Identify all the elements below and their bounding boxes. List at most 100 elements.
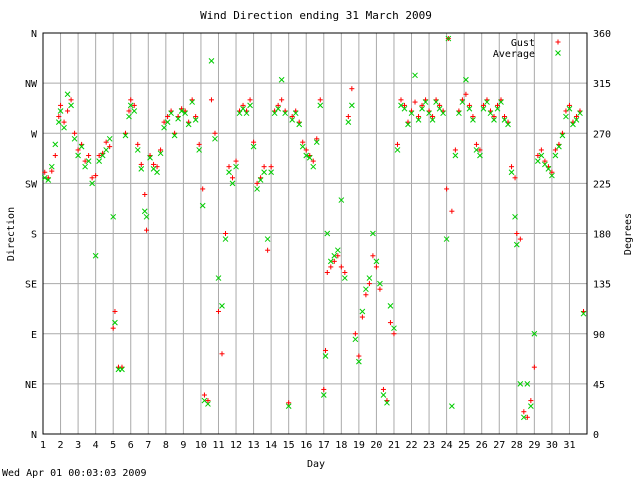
data-point-average: [356, 358, 362, 365]
data-point-average: [268, 169, 274, 176]
data-point-gust: [49, 168, 55, 174]
data-point-gust: [135, 141, 141, 147]
marker-stroke: [391, 325, 397, 332]
data-point-average: [473, 147, 480, 153]
data-point-average: [394, 147, 401, 153]
data-point-average: [71, 135, 78, 142]
marker-stroke: [219, 303, 225, 309]
marker-stroke: [147, 154, 153, 161]
y-axis-left-ticks: N NE E SE S SW W NW N: [25, 29, 38, 441]
legend-glyph: [555, 50, 561, 56]
data-point-average: [348, 102, 355, 109]
marker-stroke: [52, 141, 59, 148]
marker-stroke: [296, 121, 303, 128]
data-point-gust: [223, 231, 229, 236]
marker-stroke: [285, 403, 292, 410]
y-right-tick-label: 135: [593, 280, 611, 291]
data-point-gust: [331, 258, 337, 264]
y-left-tick-label: W: [31, 129, 38, 140]
marker-stroke: [508, 169, 515, 176]
data-point-average: [487, 110, 494, 117]
data-point-average: [552, 152, 559, 159]
marker-stroke: [110, 213, 117, 220]
y-right-tick-label: 225: [593, 179, 611, 190]
marker-stroke: [556, 143, 562, 150]
legend: Gust Average: [493, 38, 561, 60]
marker-stroke: [175, 115, 181, 122]
data-point-average: [559, 132, 566, 139]
data-point-gust: [370, 253, 376, 259]
marker-stroke: [527, 403, 534, 410]
data-point-gust: [387, 320, 393, 326]
data-point-gust: [261, 164, 267, 170]
data-point-average: [459, 99, 466, 105]
data-point-average: [405, 121, 411, 128]
marker-stroke: [401, 105, 408, 112]
data-point-gust: [335, 253, 341, 259]
marker-stroke: [45, 177, 52, 183]
data-point-average: [317, 102, 324, 109]
marker-stroke: [134, 147, 141, 153]
data-point-gust: [68, 97, 74, 103]
marker-stroke: [254, 186, 260, 192]
y-left-tick-label: SE: [25, 280, 37, 291]
marker-stroke: [250, 143, 257, 150]
data-point-gust: [251, 139, 257, 145]
data-point-gust: [342, 269, 348, 275]
marker-stroke: [289, 117, 296, 123]
marker-stroke: [64, 91, 71, 98]
data-point-average: [189, 99, 196, 105]
marker-stroke: [240, 105, 246, 112]
data-point-average: [61, 124, 67, 131]
marker-stroke: [549, 172, 555, 179]
data-point-gust: [380, 386, 386, 392]
x-tick-label: 19: [353, 440, 365, 451]
data-point-gust: [566, 102, 572, 108]
data-point-gust: [514, 231, 520, 236]
marker-stroke: [408, 110, 415, 117]
marker-stroke: [57, 108, 64, 114]
grid-lines: [42, 32, 587, 435]
data-point-average: [363, 286, 369, 293]
marker-stroke: [320, 392, 327, 398]
data-point-average: [164, 119, 171, 125]
data-point-average: [222, 236, 229, 242]
data-point-average: [370, 230, 376, 237]
x-tick-label: 11: [212, 440, 224, 451]
data-point-gust: [112, 308, 118, 314]
marker-stroke: [229, 180, 236, 187]
data-point-gust: [103, 139, 109, 145]
legend-label-gust: Gust: [511, 38, 535, 49]
data-point-average: [275, 105, 282, 112]
data-point-average: [380, 392, 387, 398]
data-point-average: [310, 163, 317, 170]
marker-stroke: [345, 119, 352, 125]
y-right-tick-label: 45: [593, 380, 605, 391]
marker-stroke: [261, 169, 267, 176]
data-point-average: [226, 169, 232, 176]
data-point-average: [143, 213, 150, 220]
data-point-average: [278, 76, 285, 83]
legend-marker-gust: [555, 39, 561, 45]
data-point-gust: [289, 114, 295, 120]
x-axis-label: Day: [307, 459, 325, 470]
data-point-gust: [324, 269, 330, 275]
marker-stroke: [436, 105, 443, 112]
marker-stroke: [538, 152, 545, 159]
marker-stroke: [196, 147, 203, 153]
marker-stroke: [161, 124, 167, 131]
data-point-average: [327, 258, 334, 265]
marker-stroke: [182, 110, 188, 117]
marker-stroke: [531, 330, 538, 337]
data-point-average: [440, 110, 446, 117]
data-point-average: [215, 275, 222, 281]
data-point-average: [433, 99, 439, 105]
marker-stroke: [171, 132, 178, 139]
data-point-gust: [502, 114, 508, 120]
data-point-gust: [542, 158, 548, 164]
data-point-average: [324, 230, 331, 237]
data-point-average: [282, 110, 289, 117]
marker-stroke: [292, 110, 299, 117]
data-point-average: [45, 177, 52, 183]
data-point-gust: [230, 175, 236, 181]
